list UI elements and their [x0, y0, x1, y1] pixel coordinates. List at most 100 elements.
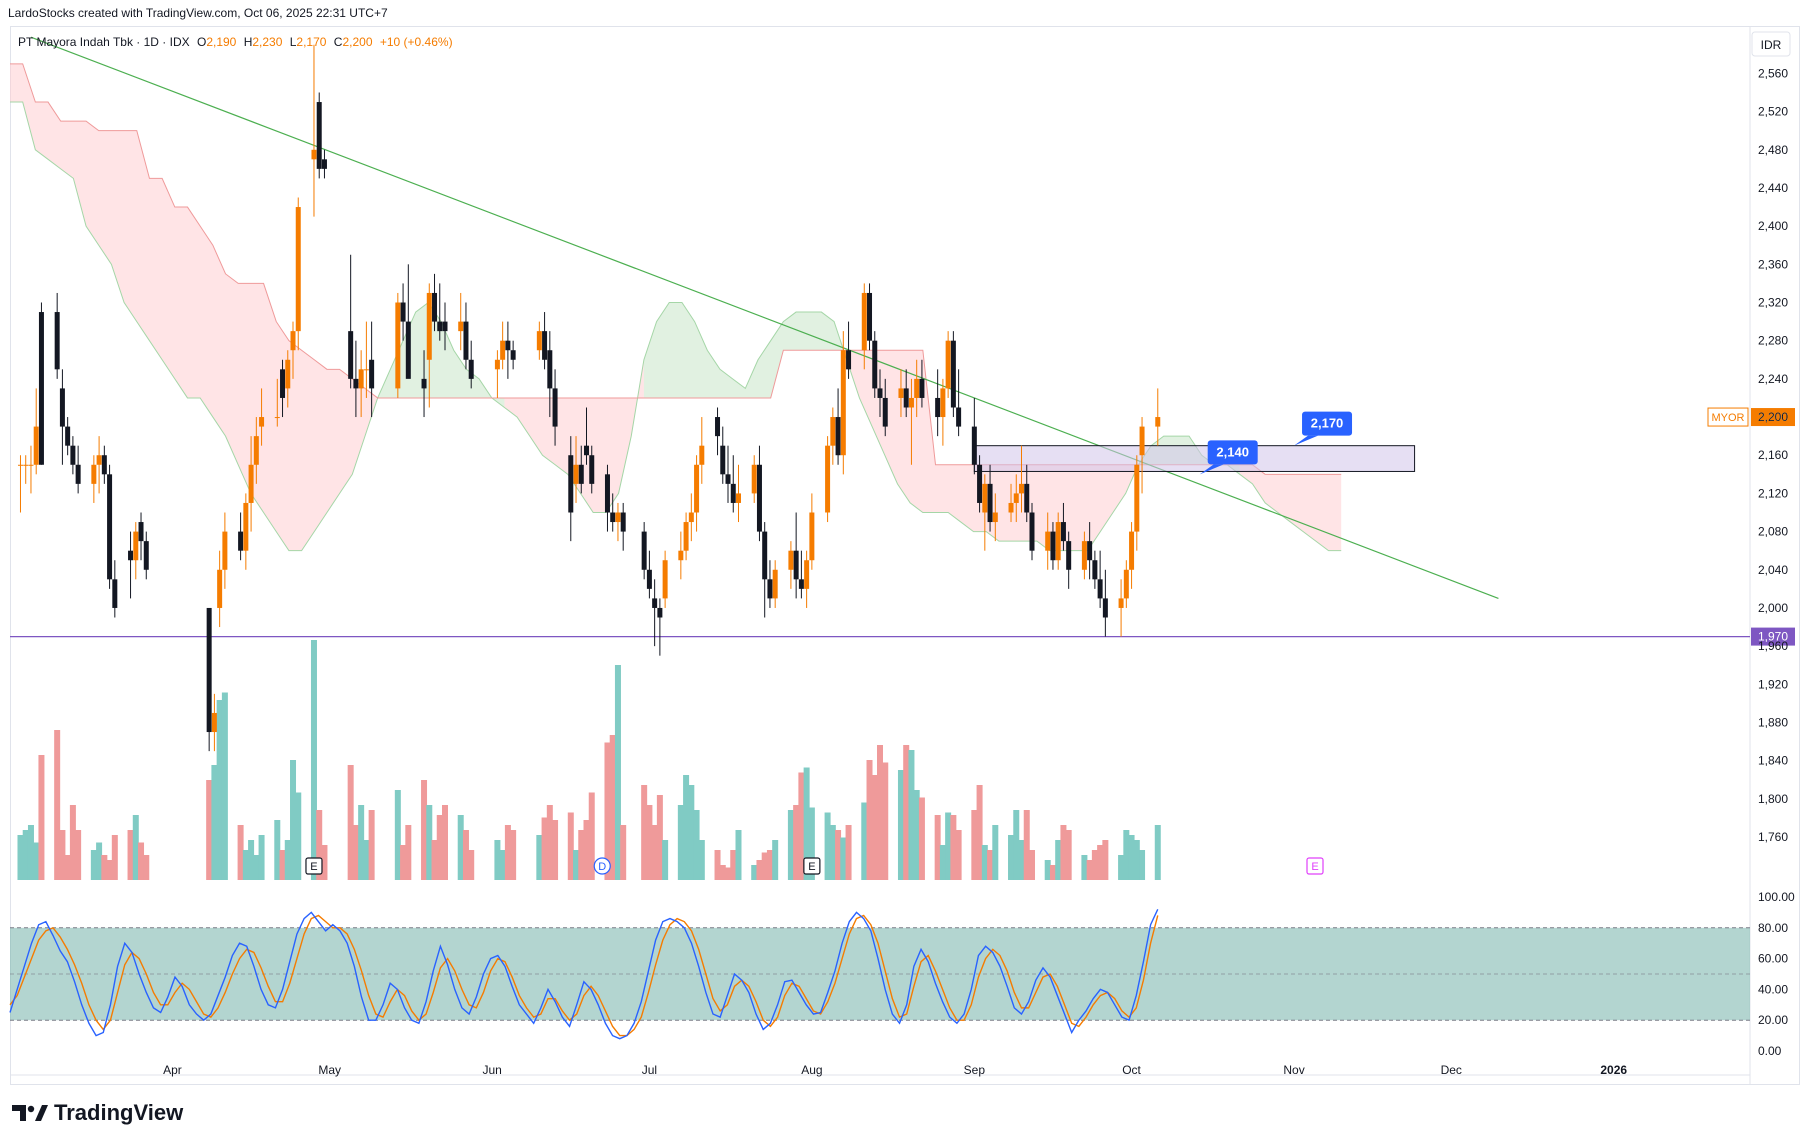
volume-bar [1097, 845, 1104, 880]
candle-body [568, 455, 574, 513]
tradingview-logo[interactable]: TradingView [12, 1100, 183, 1126]
volume-bar [1049, 865, 1056, 880]
price-tick-label: 1,960 [1758, 639, 1788, 653]
volume-bar [677, 805, 684, 880]
volume-bar [400, 845, 407, 880]
volume-bar [1081, 855, 1088, 880]
candle-body [1050, 531, 1056, 561]
volume-bar [871, 775, 878, 880]
candle-body [510, 350, 516, 360]
candle-body [694, 464, 700, 513]
volume-bar [310, 640, 317, 880]
candle-body [253, 436, 259, 465]
candle-body [683, 522, 689, 551]
volume-bar [1102, 840, 1109, 880]
volume-bar [725, 867, 732, 880]
volume-bar [1086, 860, 1093, 880]
candle-body [914, 378, 920, 398]
earnings-marker-icon [305, 857, 323, 875]
volume-bar [903, 745, 910, 880]
candle-body [363, 369, 369, 371]
candle-body [91, 464, 97, 484]
candle-body [971, 426, 977, 465]
volume-bar [693, 810, 700, 880]
volume-bar [772, 840, 779, 880]
price-tick-label: 2,560 [1758, 66, 1788, 80]
volume-bar [950, 815, 957, 880]
candle-body [1102, 598, 1108, 618]
volume-bar [882, 762, 889, 880]
volume-bar [138, 842, 145, 880]
volume-bar [546, 805, 553, 880]
candle-body [867, 292, 873, 341]
stoch-tick-label: 20.00 [1758, 1013, 1788, 1027]
volume-bar [143, 855, 150, 880]
volume-bar [730, 850, 737, 880]
candle-body [211, 712, 217, 733]
volume-bar [913, 790, 920, 880]
candle-body [395, 302, 401, 389]
candle-body [290, 331, 296, 351]
price-tick-label: 2,040 [1758, 563, 1788, 577]
dividend-marker-icon [593, 857, 611, 875]
volume-bar [421, 780, 428, 880]
volume-bar [347, 765, 354, 880]
candle-body [945, 340, 951, 389]
candles[interactable] [17, 44, 1161, 752]
price-tick-label: 2,360 [1758, 257, 1788, 271]
candle-body [500, 340, 506, 360]
volume-bar [1065, 830, 1072, 880]
candle-body [1134, 464, 1140, 532]
volume-bar [1023, 810, 1030, 880]
stoch-d-line [9, 914, 1159, 1037]
last-price-tag [1751, 408, 1795, 427]
time-tick-label: Apr [163, 1063, 182, 1077]
candle-body [321, 159, 327, 169]
candle-body [882, 397, 888, 427]
candle-body [715, 417, 721, 437]
callout-box [1302, 411, 1353, 436]
stoch-tick-label: 60.00 [1758, 952, 1788, 966]
volume-bar [284, 840, 291, 880]
price-tick-label: 1,840 [1758, 754, 1788, 768]
candle-body [767, 579, 773, 599]
candle-body [552, 388, 558, 427]
volume-bar [945, 812, 952, 880]
currency-button[interactable]: IDR [1751, 31, 1791, 57]
callout-label: 2,170 [1311, 416, 1344, 431]
cloud-segment [504, 359, 644, 513]
price-tick-label: 1,920 [1758, 677, 1788, 691]
candle-body [846, 350, 852, 370]
candle-body [426, 292, 432, 360]
volume-bar [237, 825, 244, 880]
volume-bar [431, 840, 438, 880]
time-tick-label: Nov [1283, 1063, 1304, 1077]
candle-body [285, 359, 291, 389]
candle-body [1019, 483, 1025, 494]
candle-body [1118, 598, 1124, 608]
volume-bar [106, 860, 113, 880]
candle-body [23, 464, 29, 466]
volume-bar [536, 835, 543, 880]
volume-bar [955, 830, 962, 880]
volume-bar [908, 750, 915, 880]
candle-body [730, 483, 736, 503]
candle-body [54, 312, 60, 370]
volume-bar [981, 845, 988, 880]
callout-label: 2,140 [1216, 444, 1249, 459]
volume-bar [494, 840, 501, 880]
candle-body [1129, 531, 1135, 570]
drawing-layer[interactable]: 1,970 2,140 2,170 MYOR 2,200 E D E E [10, 36, 1795, 875]
volume-bar [1018, 840, 1025, 880]
volume-bar [64, 855, 71, 880]
chart-frame [10, 26, 1800, 1085]
volume-bar [861, 802, 868, 880]
volume-bar [934, 815, 941, 880]
volume-bar [651, 825, 658, 880]
candle-body [720, 445, 726, 475]
volume-bar [101, 855, 108, 880]
stoch-tick-label: 80.00 [1758, 921, 1788, 935]
volume-bar [845, 825, 852, 880]
volume-bar [688, 785, 695, 880]
